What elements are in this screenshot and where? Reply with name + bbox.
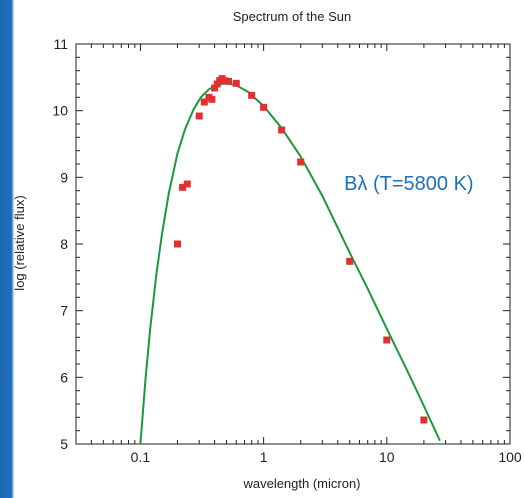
data-point xyxy=(174,240,182,248)
data-point xyxy=(195,112,203,120)
chart-title: Spectrum of the Sun xyxy=(233,9,352,24)
y-tick-label: 6 xyxy=(60,369,68,385)
blackbody-curve xyxy=(139,82,441,445)
y-tick-label: 7 xyxy=(60,303,68,319)
data-point xyxy=(260,103,268,111)
curve-annotation: Bλ (T=5800 K) xyxy=(344,173,474,195)
solar-spectrum-chart: Spectrum of the Sun wavelength (micron) … xyxy=(14,9,522,491)
y-tick-label: 8 xyxy=(60,236,68,252)
data-point xyxy=(420,416,428,424)
x-tick-label: 0.1 xyxy=(131,449,151,465)
data-point xyxy=(211,84,219,92)
data-point xyxy=(220,77,228,85)
data-point xyxy=(200,98,208,106)
x-axis-title: wavelength (micron) xyxy=(242,476,360,491)
data-point xyxy=(179,183,187,191)
data-point xyxy=(225,77,233,85)
y-axis-title: log (relative flux) xyxy=(14,195,27,290)
y-tick-label: 10 xyxy=(52,103,68,119)
chart-panel: Spectrum of the Sun wavelength (micron) … xyxy=(14,0,525,498)
data-point xyxy=(297,158,305,166)
y-tick-label: 9 xyxy=(60,169,68,185)
data-point xyxy=(278,126,286,134)
x-tick-label: 100 xyxy=(498,449,522,465)
y-tick-label: 11 xyxy=(53,36,68,52)
x-tick-label: 1 xyxy=(260,449,268,465)
data-point xyxy=(208,95,216,103)
y-tick-label: 5 xyxy=(60,436,68,452)
data-point xyxy=(232,79,240,87)
data-point xyxy=(383,336,391,344)
data-point xyxy=(183,180,191,188)
data-point xyxy=(248,91,256,99)
plot-frame xyxy=(75,43,511,445)
data-point xyxy=(346,257,354,265)
x-tick-label: 10 xyxy=(379,449,395,465)
